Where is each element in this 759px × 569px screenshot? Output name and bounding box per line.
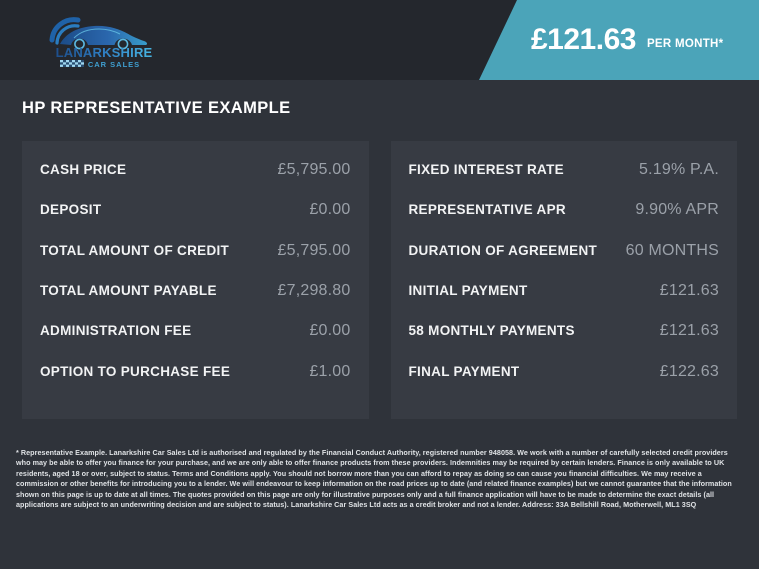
- row-label: FIXED INTEREST RATE: [408, 162, 564, 177]
- legal-disclaimer: * Representative Example. Lanarkshire Ca…: [16, 448, 732, 510]
- finance-summary-left: CASH PRICE £5,795.00 DEPOSIT £0.00 TOTAL…: [22, 141, 369, 419]
- row-label: ADMINISTRATION FEE: [40, 323, 192, 339]
- table-row: TOTAL AMOUNT PAYABLE £7,298.80: [40, 282, 351, 322]
- row-label: TOTAL AMOUNT OF CREDIT: [40, 242, 230, 258]
- table-row: FINAL PAYMENT £122.63: [409, 363, 720, 403]
- row-value: £5,795.00: [277, 161, 351, 178]
- row-label: DURATION OF AGREEMENT: [408, 242, 598, 258]
- row-label: INITIAL PAYMENT: [408, 282, 528, 298]
- row-label: CASH PRICE: [40, 162, 127, 177]
- row-label: FINAL PAYMENT: [408, 363, 520, 379]
- row-value: £7,298.80: [277, 281, 351, 299]
- checker-flag-icon: [60, 60, 84, 67]
- table-row: DURATION OF AGREEMENT 60 MONTHS: [409, 242, 720, 282]
- table-row: TOTAL AMOUNT OF CREDIT £5,795.00: [40, 242, 351, 282]
- row-value: £122.63: [659, 362, 719, 380]
- row-label: TOTAL AMOUNT PAYABLE: [40, 282, 217, 298]
- logo-text-line2: CAR SALES: [88, 60, 140, 69]
- row-value: 9.90% APR: [635, 201, 719, 219]
- row-label: REPRESENTATIVE APR: [408, 202, 566, 218]
- row-label: DEPOSIT: [40, 202, 102, 218]
- table-row: 58 MONTHLY PAYMENTS £121.63: [409, 322, 720, 362]
- row-value: £5,795.00: [277, 241, 351, 259]
- finance-summary-right: FIXED INTEREST RATE 5.19% P.A. REPRESENT…: [390, 141, 737, 419]
- row-value: £121.63: [659, 281, 719, 299]
- row-value: £0.00: [309, 322, 351, 340]
- row-label: 58 MONTHLY PAYMENTS: [408, 323, 575, 339]
- row-value: £1.00: [309, 362, 351, 380]
- table-row: OPTION TO PURCHASE FEE £1.00: [40, 363, 351, 403]
- row-value: £121.63: [659, 322, 719, 340]
- finance-details-container: CASH PRICE £5,795.00 DEPOSIT £0.00 TOTAL…: [22, 141, 737, 419]
- table-row: INITIAL PAYMENT £121.63: [409, 282, 720, 322]
- page-title: HP REPRESENTATIVE EXAMPLE: [22, 99, 291, 117]
- table-row: REPRESENTATIVE APR 9.90% APR: [409, 201, 720, 241]
- monthly-price-banner: £121.63 PER MONTH*: [479, 0, 759, 80]
- table-row: ADMINISTRATION FEE £0.00: [40, 322, 351, 362]
- page-header: LANARKSHIRE CAR SALES £121.63: [0, 0, 759, 80]
- monthly-price-amount: £121.63: [531, 23, 636, 56]
- lanarkshire-car-sales-logo[interactable]: LANARKSHIRE CAR SALES: [44, 10, 164, 70]
- logo-graphic: LANARKSHIRE CAR SALES: [49, 17, 153, 69]
- row-value: 5.19% P.A.: [639, 161, 719, 178]
- row-value: £0.00: [309, 201, 351, 219]
- table-row: CASH PRICE £5,795.00: [40, 161, 351, 201]
- row-value: 60 MONTHS: [625, 241, 719, 259]
- table-row: FIXED INTEREST RATE 5.19% P.A.: [409, 161, 720, 201]
- row-label: OPTION TO PURCHASE FEE: [40, 363, 231, 379]
- monthly-price-period: PER MONTH*: [646, 38, 724, 50]
- table-row: DEPOSIT £0.00: [40, 201, 351, 241]
- logo-text-line1: LANARKSHIRE: [56, 45, 153, 60]
